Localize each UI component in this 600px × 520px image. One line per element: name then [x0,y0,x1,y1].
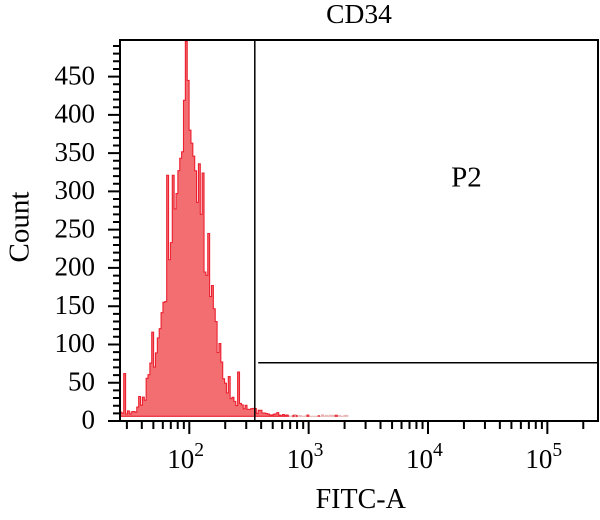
svg-text:P2: P2 [451,162,482,194]
svg-text:300: 300 [55,175,96,205]
svg-text:250: 250 [55,213,96,243]
svg-text:200: 200 [55,252,96,282]
svg-text:FITC-A: FITC-A [316,484,407,515]
svg-text:50: 50 [68,366,95,396]
svg-text:400: 400 [55,99,96,129]
svg-text:Count: Count [4,192,36,263]
svg-text:CD34: CD34 [326,0,392,29]
svg-text:450: 450 [55,60,96,90]
svg-text:100: 100 [55,328,96,358]
svg-text:150: 150 [55,290,96,320]
svg-text:0: 0 [82,405,96,435]
svg-text:350: 350 [55,137,96,167]
